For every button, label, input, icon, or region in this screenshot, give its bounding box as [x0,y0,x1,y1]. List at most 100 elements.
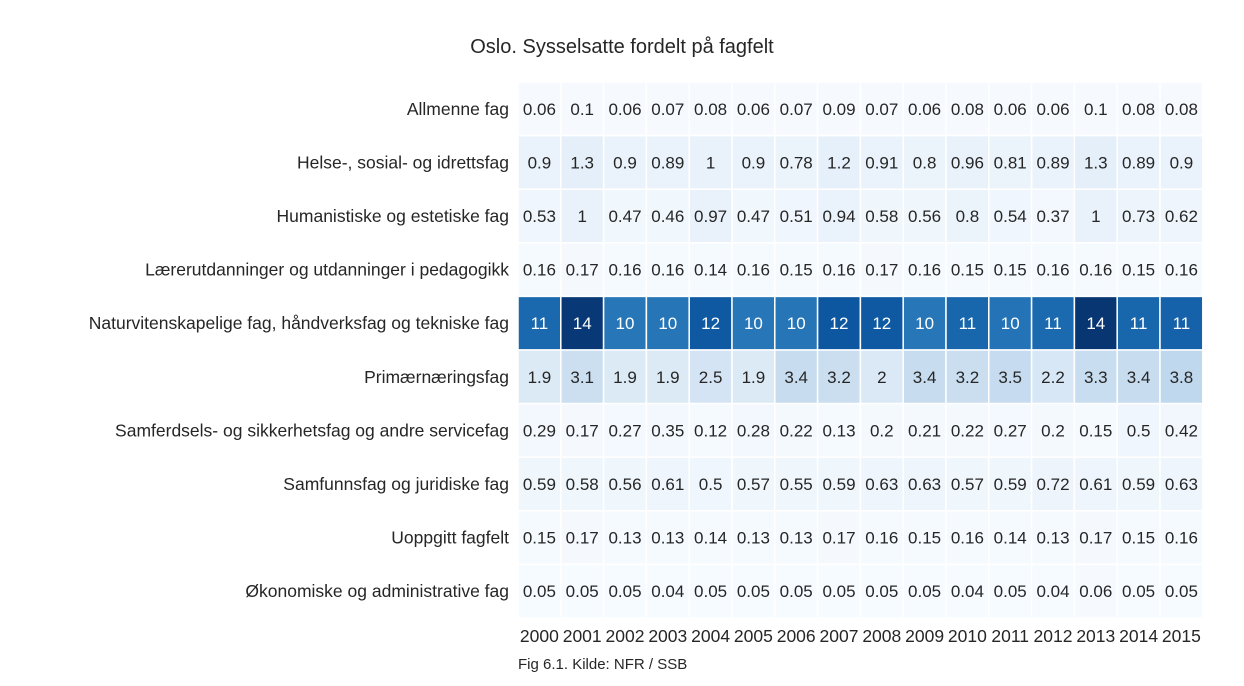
x-tick-label: 2011 [991,626,1029,646]
cell-value-label: 0.16 [1036,261,1069,280]
cell-value-label: 11 [1173,314,1191,333]
cell-value-label: 0.16 [737,261,770,280]
heatmap-cell [1030,81,1076,137]
cell-value-label: 11 [1044,314,1062,333]
cell-value-label: 0.08 [694,100,727,119]
heatmap-cell [731,242,776,298]
cell-value-label: 14 [573,314,592,333]
cell-value-label: 1 [1091,207,1100,226]
cell-value-label: 3.4 [1127,368,1151,387]
x-tick-label: 2010 [948,626,987,646]
cell-value-label: 10 [616,314,635,333]
cell-value-label: 0.59 [1122,475,1155,494]
heatmap-cell [1073,81,1118,137]
cell-value-label: 0.58 [865,207,898,226]
cell-value-label: 0.04 [651,582,684,601]
heatmap-cell [731,188,776,244]
cell-value-label: 0.17 [865,261,898,280]
heatmap-cell [731,81,776,137]
y-tick-label: Økonomiske og administrative fag [245,581,509,601]
cell-value-label: 0.62 [1165,207,1198,226]
cell-value-label: 0.06 [523,100,556,119]
cell-value-label: 0.16 [651,261,684,280]
heatmap-cell [1030,563,1076,619]
cell-value-label: 0.16 [822,261,855,280]
y-tick-label: Primærnæringsfag [364,367,509,387]
cell-value-label: 0.47 [737,207,770,226]
cell-value-label: 0.59 [822,475,855,494]
x-tick-label: 2008 [862,626,901,646]
heatmap-cell [602,242,648,298]
cell-value-label: 0.16 [865,529,898,548]
heatmap-cell [1116,402,1161,458]
heatmap-cell [560,456,605,512]
cell-value-label: 0.89 [651,153,684,172]
cell-value-label: 2 [877,368,886,387]
cell-value-label: 0.96 [951,153,984,172]
cell-value-label: 3.2 [827,368,851,387]
cell-value-label: 3.1 [570,368,594,387]
cell-value-label: 0.78 [780,153,813,172]
cell-value-label: 0.27 [608,421,641,440]
cell-value-label: 0.37 [1036,207,1069,226]
cell-value-label: 3.8 [1170,368,1194,387]
heatmap-cell-labels: 0.06 0.1 0.06 0.07 0.08 0.06 0.07 0.09 0.07 0.06 0… [523,100,1198,601]
heatmap-cell [1159,242,1204,298]
heatmap-cell [731,510,776,566]
cell-value-label: 0.94 [822,207,855,226]
cell-value-label: 1.2 [827,153,851,172]
cell-value-label: 0.5 [1127,421,1151,440]
cell-value-label: 3.3 [1084,368,1108,387]
cell-value-label: 14 [1086,314,1105,333]
cell-value-label: 10 [787,314,806,333]
cell-value-label: 0.05 [694,582,727,601]
heatmap-cell [560,510,605,566]
cell-value-label: 11 [1130,314,1148,333]
cell-value-label: 12 [701,314,720,333]
heatmap-cell [988,456,1033,512]
cell-value-label: 0.22 [780,421,813,440]
cell-value-label: 0.8 [913,153,937,172]
heatmap-cell [688,349,733,405]
cell-value-label: 3.2 [956,368,980,387]
heatmap-cell [988,134,1033,190]
heatmap-cell [1116,81,1161,137]
heatmap-cell [560,134,605,190]
cell-value-label: 0.15 [1122,529,1155,548]
cell-value-label: 3.5 [998,368,1022,387]
cell-value-label: 0.06 [608,100,641,119]
y-tick-label: Samfunnsfag og juridiske fag [283,474,509,494]
cell-value-label: 0.13 [737,529,770,548]
cell-value-label: 0.06 [1079,582,1112,601]
cell-value-label: 10 [1001,314,1020,333]
cell-value-label: 0.97 [694,207,727,226]
heatmap-cell [1159,456,1204,512]
cell-value-label: 0.14 [994,529,1027,548]
heatmap-cell [688,563,733,619]
cell-value-label: 0.47 [608,207,641,226]
x-tick-label: 2013 [1076,626,1115,646]
heatmap-cell [945,188,990,244]
heatmap-cell [517,402,562,458]
cell-value-label: 0.56 [608,475,641,494]
heatmap-cell [645,402,690,458]
x-tick-label: 2009 [905,626,944,646]
x-tick-label: 2001 [563,626,602,646]
cell-value-label: 0.91 [865,153,898,172]
cell-value-label: 1 [706,153,715,172]
cell-value-label: 0.16 [951,529,984,548]
heatmap-cell [774,81,819,137]
heatmap-cell [988,188,1033,244]
cell-value-label: 0.58 [566,475,599,494]
cell-value-label: 0.46 [651,207,684,226]
heatmap-cell [1073,349,1118,405]
cell-value-label: 3.4 [784,368,808,387]
heatmap-cell [1030,295,1076,351]
heatmap-cell [688,188,733,244]
cell-value-label: 0.14 [694,529,727,548]
y-tick-label: Uoppgitt fagfelt [391,528,509,548]
cell-value-label: 0.13 [780,529,813,548]
heatmap-cell [1159,563,1204,619]
cell-value-label: 0.13 [651,529,684,548]
cell-value-label: 0.27 [994,421,1027,440]
